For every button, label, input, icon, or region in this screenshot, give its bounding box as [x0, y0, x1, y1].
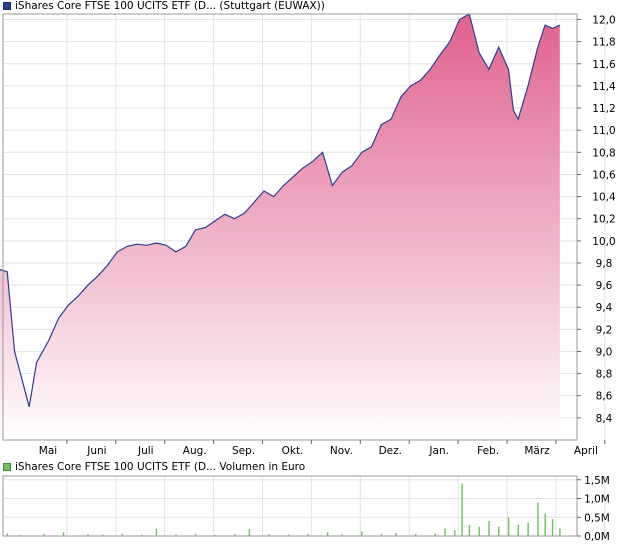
volume-bar [454, 530, 456, 536]
price-y-tick-label: 8,6 [596, 391, 613, 403]
volume-bar [434, 533, 436, 536]
price-y-tick-label: 10,6 [592, 169, 616, 181]
volume-bar [121, 533, 123, 536]
volume-bar [43, 534, 45, 536]
volume-bar [498, 526, 500, 536]
volume-plot-frame [2, 475, 578, 537]
price-x-tick-label: Aug. [183, 445, 207, 457]
price-area-fill [0, 14, 560, 440]
price-x-tick-label: April [574, 445, 598, 457]
volume-bar [101, 534, 104, 536]
price-y-tick-label: 9,8 [596, 258, 613, 270]
volume-y-tick-label: 1,5M [584, 475, 610, 487]
volume-bar [527, 522, 529, 536]
volume-bar [395, 533, 397, 536]
volume-bar [559, 528, 561, 536]
volume-y-tick-label: 1,0M [584, 494, 610, 506]
price-legend-label: iShares Core FTSE 100 UCITS ETF (D... (S… [15, 0, 325, 12]
price-x-tick-label: Mai [39, 445, 57, 457]
volume-bar [461, 483, 463, 536]
volume-bar [444, 528, 446, 536]
volume-bar [326, 532, 329, 536]
price-y-tick-label: 9,2 [596, 324, 613, 336]
volume-bar [537, 502, 539, 536]
price-frame-rect [2, 13, 578, 441]
price-x-tick-label: Sep. [232, 445, 255, 457]
price-x-tick-label: Dez. [379, 445, 402, 457]
price-y-tick-label: 8,4 [596, 413, 613, 425]
price-x-axis: Mai Juni Juli Aug. Sep. Okt. Nov. Dez. Jan. Feb. M… [39, 440, 606, 457]
price-plot-frame [2, 13, 578, 441]
volume-bar [414, 533, 417, 536]
price-y-tick-label: 10,2 [592, 214, 615, 226]
volume-bar [62, 532, 65, 536]
volume-bar [141, 534, 143, 536]
volume-bar [307, 533, 309, 536]
volume-bar [380, 534, 383, 536]
volume-bar [214, 534, 216, 536]
price-y-tick-label: 11,2 [592, 103, 615, 115]
price-x-tick-label: Okt. [282, 445, 304, 457]
volume-y-axis: 0,0M 0,5M 1,0M 1,5M [577, 475, 610, 543]
volume-bar [478, 526, 480, 536]
price-y-tick-label: 12,0 [592, 15, 615, 27]
volume-bar [361, 531, 363, 536]
volume-bar [6, 533, 9, 536]
price-x-tick-label: Juli [137, 445, 154, 457]
volume-bar [488, 521, 490, 536]
volume-bar [507, 517, 510, 536]
price-y-tick-label: 9,6 [596, 280, 613, 292]
price-x-tick-label: Feb. [477, 445, 499, 457]
volume-y-tick-label: 0,5M [584, 512, 610, 524]
price-y-axis: 8,4 8,6 8,8 9,0 9,2 9,4 9,6 9,8 10,0 10,2 10,4 10,6… [577, 15, 616, 425]
volume-bar [544, 513, 546, 536]
price-y-tick-label: 10,8 [592, 147, 615, 159]
volume-bar [268, 534, 270, 536]
volume-bar [287, 534, 290, 536]
volume-bar [155, 528, 158, 536]
price-x-tick-label: Nov. [330, 445, 353, 457]
volume-bar [87, 534, 89, 536]
price-y-tick-label: 9,0 [596, 346, 613, 358]
price-y-tick-label: 8,8 [596, 369, 613, 381]
price-x-tick-label: Jan. [428, 445, 449, 457]
price-legend: iShares Core FTSE 100 UCITS ETF (D... (S… [3, 0, 325, 12]
volume-bar [248, 529, 251, 536]
price-x-tick-label: März [524, 445, 550, 457]
volume-bar [234, 534, 236, 536]
price-line [0, 13, 561, 407]
volume-bar [517, 524, 520, 536]
volume-bar [194, 533, 197, 536]
volume-grid [3, 476, 606, 537]
volume-bar [341, 534, 344, 536]
price-y-tick-label: 10,0 [592, 236, 615, 248]
price-area-layer [0, 13, 561, 440]
price-y-tick-label: 9,4 [596, 302, 613, 314]
volume-frame-rect [2, 475, 578, 537]
price-y-tick-label: 11,8 [592, 37, 615, 49]
price-x-tick-label: Juni [86, 445, 106, 457]
price-legend-swatch [3, 2, 11, 10]
volume-bar [18, 534, 21, 536]
volume-bars-layer [6, 483, 561, 536]
price-y-tick-label: 11,0 [592, 125, 615, 137]
volume-bar [551, 519, 554, 536]
price-y-tick-label: 10,4 [592, 192, 616, 204]
price-y-tick-label: 11,6 [592, 59, 616, 71]
volume-legend-swatch [3, 463, 11, 471]
volume-bar [468, 524, 471, 536]
volume-legend: iShares Core FTSE 100 UCITS ETF (D... Vo… [3, 461, 305, 473]
volume-legend-label: iShares Core FTSE 100 UCITS ETF (D... Vo… [15, 461, 306, 473]
volume-bar [175, 534, 177, 536]
price-y-tick-label: 11,4 [592, 81, 616, 93]
volume-y-tick-label: 0,0M [584, 531, 610, 543]
